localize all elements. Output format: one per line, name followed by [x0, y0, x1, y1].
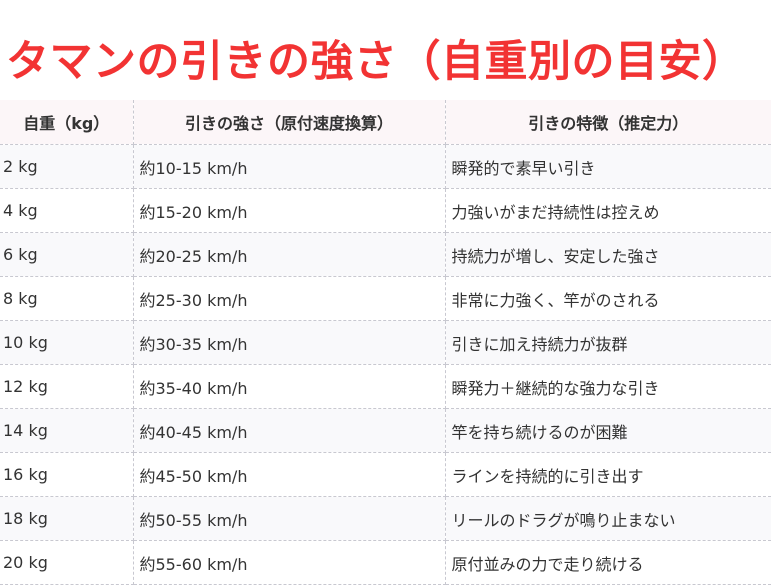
- cell-pull-strength: 約10-15 km/h: [133, 144, 446, 189]
- cell-weight: 12 kg: [0, 364, 134, 409]
- table-row: 18 kg 約50-55 km/h リールのドラグが鳴り止まない: [0, 496, 771, 541]
- cell-pull-feature: ラインを持続的に引き出す: [445, 452, 771, 497]
- cell-pull-strength: 約25-30 km/h: [133, 276, 446, 321]
- page-title: タマンの引きの強さ（自重別の目安）: [6, 37, 746, 87]
- cell-pull-feature: 非常に力強く、竿がのされる: [445, 276, 771, 321]
- cell-pull-strength: 約40-45 km/h: [133, 408, 446, 453]
- table-row: 20 kg 約55-60 km/h 原付並みの力で走り続ける: [0, 540, 771, 585]
- cell-pull-strength: 約20-25 km/h: [133, 232, 446, 277]
- cell-weight: 18 kg: [0, 496, 134, 541]
- cell-pull-strength: 約50-55 km/h: [133, 496, 446, 541]
- table-row: 4 kg 約15-20 km/h 力強いがまだ持続性は控えめ: [0, 188, 771, 233]
- cell-weight: 14 kg: [0, 408, 134, 453]
- table-row: 16 kg 約45-50 km/h ラインを持続的に引き出す: [0, 452, 771, 497]
- cell-weight: 6 kg: [0, 232, 134, 277]
- cell-weight: 2 kg: [0, 144, 134, 189]
- table-row: 14 kg 約40-45 km/h 竿を持ち続けるのが困難: [0, 408, 771, 453]
- header-pull-strength: 引きの強さ（原付速度換算）: [133, 100, 446, 145]
- cell-weight: 10 kg: [0, 320, 134, 365]
- cell-pull-strength: 約45-50 km/h: [133, 452, 446, 497]
- cell-pull-feature: 瞬発的で素早い引き: [445, 144, 771, 189]
- cell-pull-feature: 力強いがまだ持続性は控えめ: [445, 188, 771, 233]
- cell-pull-strength: 約55-60 km/h: [133, 540, 446, 585]
- table-row: 2 kg 約10-15 km/h 瞬発的で素早い引き: [0, 144, 771, 189]
- cell-pull-feature: 瞬発力＋継続的な強力な引き: [445, 364, 771, 409]
- cell-weight: 4 kg: [0, 188, 134, 233]
- table-row: 6 kg 約20-25 km/h 持続力が増し、安定した強さ: [0, 232, 771, 277]
- header-pull-feature: 引きの特徴（推定力）: [445, 100, 771, 145]
- table-row: 10 kg 約30-35 km/h 引きに加え持続力が抜群: [0, 320, 771, 365]
- cell-pull-strength: 約35-40 km/h: [133, 364, 446, 409]
- cell-pull-strength: 約15-20 km/h: [133, 188, 446, 233]
- cell-pull-feature: 竿を持ち続けるのが困難: [445, 408, 771, 453]
- cell-weight: 8 kg: [0, 276, 134, 321]
- cell-pull-feature: 原付並みの力で走り続ける: [445, 540, 771, 585]
- table-row: 12 kg 約35-40 km/h 瞬発力＋継続的な強力な引き: [0, 364, 771, 409]
- cell-pull-feature: 引きに加え持続力が抜群: [445, 320, 771, 365]
- header-weight: 自重（kg）: [0, 100, 134, 145]
- table-row: 8 kg 約25-30 km/h 非常に力強く、竿がのされる: [0, 276, 771, 321]
- table-header-row: 自重（kg） 引きの強さ（原付速度換算） 引きの特徴（推定力）: [0, 100, 771, 145]
- weight-pull-table: 自重（kg） 引きの強さ（原付速度換算） 引きの特徴（推定力） 2 kg 約10-…: [0, 100, 771, 585]
- cell-pull-feature: 持続力が増し、安定した強さ: [445, 232, 771, 277]
- cell-weight: 20 kg: [0, 540, 134, 585]
- cell-pull-feature: リールのドラグが鳴り止まない: [445, 496, 771, 541]
- cell-weight: 16 kg: [0, 452, 134, 497]
- cell-pull-strength: 約30-35 km/h: [133, 320, 446, 365]
